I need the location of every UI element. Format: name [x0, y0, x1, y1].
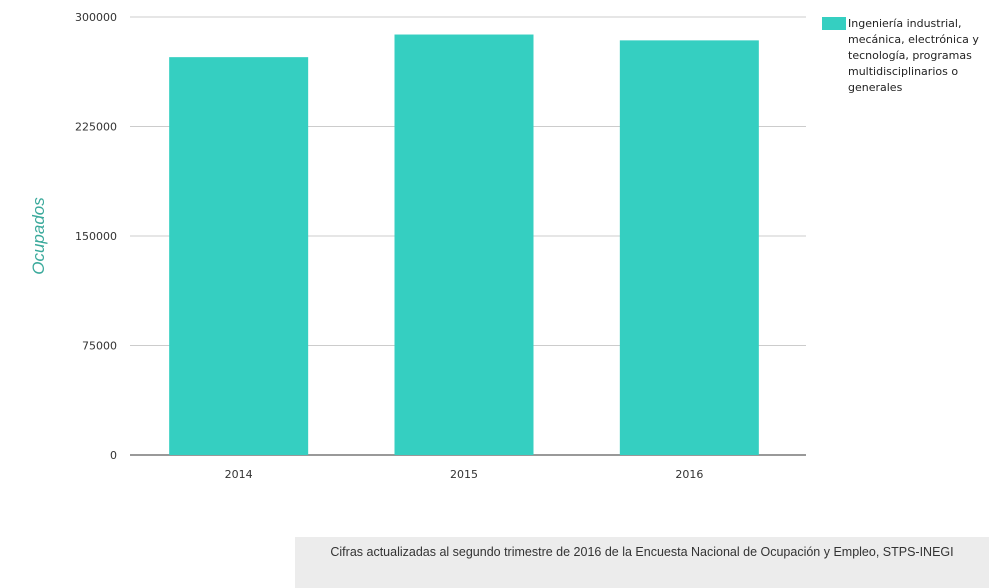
bar-2014[interactable] [169, 57, 309, 456]
y-tick-label: 0 [110, 449, 117, 462]
x-tick-label: 2016 [675, 468, 703, 481]
source-note: Cifras actualizadas al segundo trimestre… [295, 537, 989, 588]
y-tick-label: 150000 [75, 230, 117, 243]
bar-2016[interactable] [619, 40, 759, 456]
legend: Ingeniería industrial, mecánica, electró… [822, 16, 1003, 96]
bars [169, 34, 759, 456]
legend-label: Ingeniería industrial, mecánica, electró… [848, 17, 979, 94]
x-tick-label: 2015 [450, 468, 478, 481]
y-tick-label: 225000 [75, 121, 117, 134]
legend-swatch [822, 17, 846, 30]
y-axis-title: Ocupados [29, 197, 48, 275]
bar-2015[interactable] [394, 34, 534, 456]
x-tick-label: 2014 [225, 468, 253, 481]
x-axis-ticks: 2014 2015 2016 [225, 468, 704, 481]
y-tick-label: 300000 [75, 11, 117, 24]
y-axis-ticks: 0 75000 150000 225000 300000 [75, 11, 117, 462]
y-tick-label: 75000 [82, 340, 117, 353]
